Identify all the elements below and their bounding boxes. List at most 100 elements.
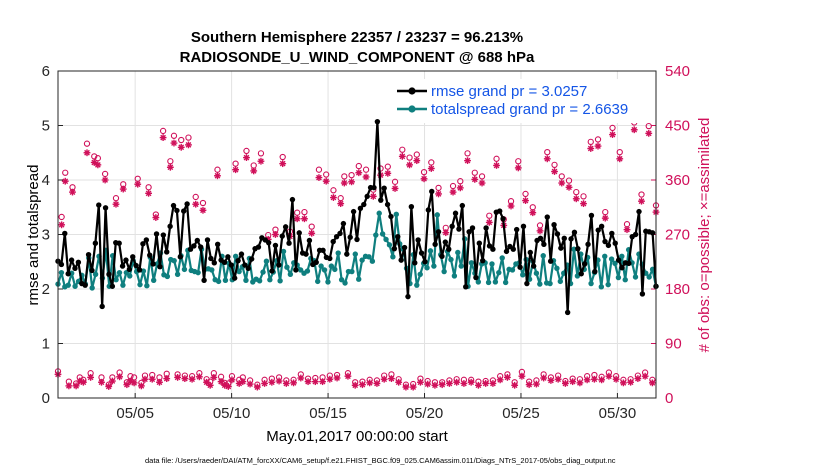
rmse-point	[483, 225, 489, 231]
obs-assimilated-marker	[315, 174, 323, 181]
totalspread-point	[390, 254, 396, 260]
rmse-point	[58, 261, 65, 268]
obs-assimilated-marker	[166, 163, 174, 171]
rmse-point	[238, 251, 245, 257]
totalspread-point	[236, 268, 242, 275]
obs-assimilated-marker	[69, 188, 76, 196]
right-y-tick-label: 180	[665, 281, 690, 298]
obs-possible-marker	[323, 171, 330, 178]
rmse-point	[581, 261, 588, 267]
rmse-point	[187, 246, 194, 252]
obs-assimilated-marker	[645, 129, 653, 137]
obs-assimilated-marker	[141, 375, 149, 383]
obs-possible-marker	[330, 187, 337, 194]
obs-possible-marker	[355, 162, 362, 170]
obs-assimilated-marker	[598, 376, 606, 384]
obs-possible-marker	[250, 162, 257, 169]
rmse-point	[585, 241, 591, 248]
rmse-point	[211, 260, 217, 266]
right-y-tick-label: 270	[665, 227, 690, 244]
left-y-tick-label: 1	[42, 336, 50, 353]
obs-assimilated-marker	[199, 206, 207, 214]
totalspread-point	[554, 265, 560, 271]
obs-assimilated-marker	[304, 378, 312, 386]
totalspread-point	[195, 269, 201, 276]
obs-assimilated-marker	[424, 380, 432, 388]
rmse-point	[235, 257, 241, 264]
rmse-point	[167, 223, 173, 230]
rmse-point	[109, 283, 116, 289]
rmse-point	[344, 251, 350, 257]
rmse-point	[418, 250, 425, 256]
obs-possible-marker	[391, 178, 399, 185]
obs-assimilated-marker	[94, 161, 102, 169]
rmse-point	[480, 257, 486, 264]
obs-assimilated-marker	[87, 374, 95, 381]
obs-assimilated-marker	[101, 176, 109, 184]
rmse-point	[391, 245, 398, 252]
rmse-point	[544, 214, 550, 220]
obs-assimilated-marker	[514, 164, 522, 172]
obs-possible-marker	[301, 208, 308, 216]
obs-assimilated-marker	[616, 155, 624, 163]
rmse-point	[320, 247, 326, 254]
obs-possible-marker	[645, 122, 652, 130]
totalspread-point	[520, 272, 526, 278]
obs-possible-marker	[428, 159, 435, 166]
obs-assimilated-marker	[148, 375, 156, 383]
totalspread-point	[605, 281, 611, 288]
rmse-point	[598, 223, 605, 230]
rmse-point	[140, 241, 146, 247]
obs-assimilated-marker	[417, 378, 424, 386]
rmse-point	[632, 231, 639, 238]
right-y-tick-label: 540	[665, 63, 690, 80]
obs-assimilated-marker	[369, 192, 377, 200]
obs-possible-marker	[58, 213, 65, 221]
rmse-point	[225, 254, 231, 260]
rmse-point	[378, 197, 384, 203]
rmse-point	[181, 208, 187, 214]
totalspread-point	[502, 279, 509, 286]
obs-assimilated-marker	[61, 177, 69, 185]
obs-assimilated-marker	[243, 154, 250, 161]
obs-possible-marker	[214, 166, 221, 173]
legend-marker-rmse	[408, 87, 416, 95]
totalspread-point	[315, 278, 321, 285]
obs-assimilated-marker	[297, 374, 305, 382]
obs-possible-marker	[413, 151, 420, 158]
obs-possible-marker	[420, 168, 428, 176]
obs-assimilated-marker	[449, 188, 457, 196]
obs-assimilated-marker	[257, 157, 265, 165]
totalspread-point	[89, 285, 95, 291]
totalspread-point	[448, 256, 454, 263]
obs-assimilated-marker	[90, 159, 98, 166]
obs-assimilated-marker	[156, 378, 163, 386]
totalspread-point	[646, 274, 652, 280]
totalspread-point	[383, 236, 389, 243]
obs-assimilated-marker	[576, 379, 584, 387]
rmse-point	[530, 263, 537, 269]
totalspread-point	[328, 263, 335, 269]
rmse-point	[500, 215, 506, 222]
legend-label-rmse: rmse grand pr = 3.0257	[431, 83, 587, 100]
rmse-point	[561, 235, 567, 242]
obs-assimilated-marker	[467, 378, 475, 386]
obs-assimilated-marker	[293, 215, 301, 223]
totalspread-point	[427, 248, 434, 254]
obs-assimilated-marker	[282, 380, 290, 387]
obs-count-markers	[54, 119, 660, 391]
obs-assimilated-marker	[406, 161, 413, 169]
obs-possible-marker	[337, 195, 344, 202]
rmse-point	[276, 262, 282, 268]
rmse-point	[415, 237, 421, 243]
rmse-point	[547, 258, 554, 264]
totalspread-point	[376, 210, 382, 216]
rmse-point	[364, 193, 370, 200]
rmse-point	[452, 210, 459, 216]
rmse-point	[303, 251, 309, 257]
obs-assimilated-marker	[174, 374, 181, 381]
totalspread-point	[612, 260, 618, 267]
obs-assimilated-marker	[641, 372, 649, 380]
rmse-point	[564, 309, 571, 316]
